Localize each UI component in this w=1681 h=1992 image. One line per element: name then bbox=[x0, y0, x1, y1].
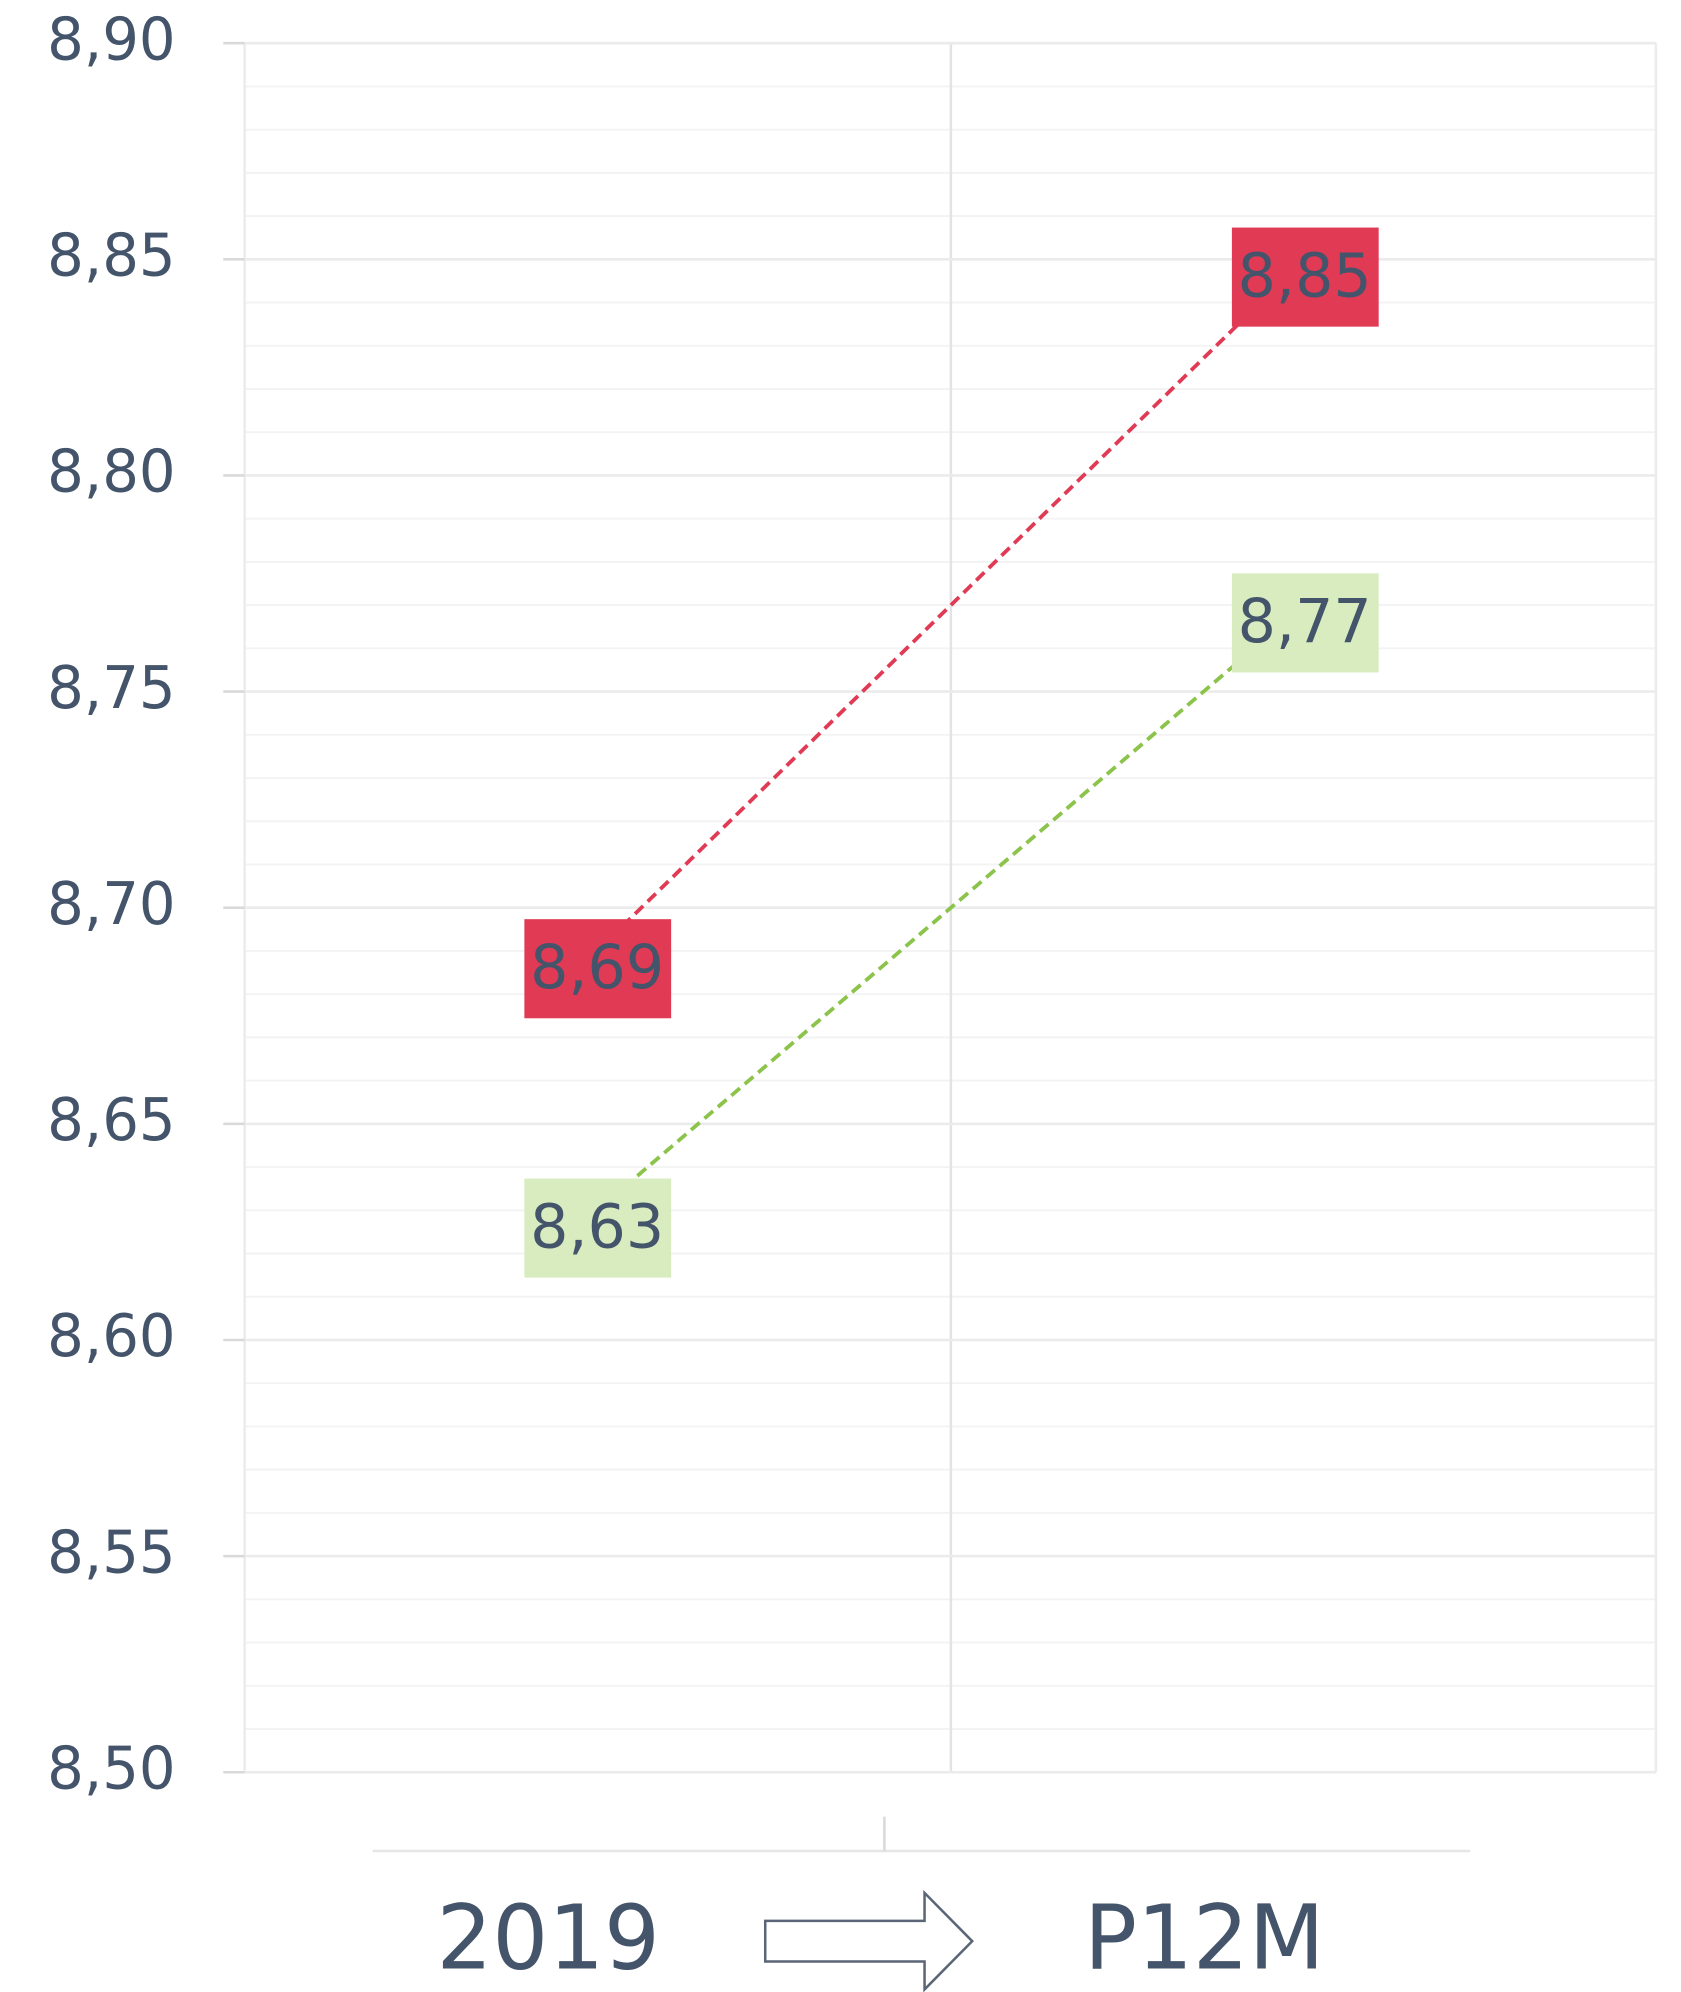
y-tick-label: 8,70 bbox=[47, 870, 175, 938]
value-label: 8,69 bbox=[530, 933, 664, 1003]
label-box bbox=[524, 919, 672, 1019]
x-tick-label: 2019 bbox=[436, 1886, 659, 1990]
line bbox=[595, 257, 1306, 953]
value-label: 8,63 bbox=[530, 1192, 664, 1262]
label-box bbox=[524, 1178, 672, 1278]
line bbox=[595, 603, 1306, 1212]
arrow bbox=[763, 1889, 974, 1992]
y-tick-label: 8,80 bbox=[47, 437, 175, 505]
value-label: 8,77 bbox=[1238, 587, 1372, 657]
y-tick-label: 8,55 bbox=[47, 1518, 175, 1586]
y-tick-label: 8,75 bbox=[47, 653, 175, 721]
y-tick-label: 8,60 bbox=[47, 1302, 175, 1370]
y-tick-label: 8,50 bbox=[47, 1734, 175, 1802]
value-label: 8,85 bbox=[1238, 241, 1372, 311]
x-tick-label: P12M bbox=[1084, 1886, 1324, 1990]
y-tick-label: 8,90 bbox=[47, 5, 175, 73]
label-box bbox=[1231, 227, 1379, 327]
label-box bbox=[1231, 573, 1379, 673]
y-tick-label: 8,85 bbox=[47, 221, 175, 289]
y-tick-label: 8,65 bbox=[47, 1086, 175, 1154]
